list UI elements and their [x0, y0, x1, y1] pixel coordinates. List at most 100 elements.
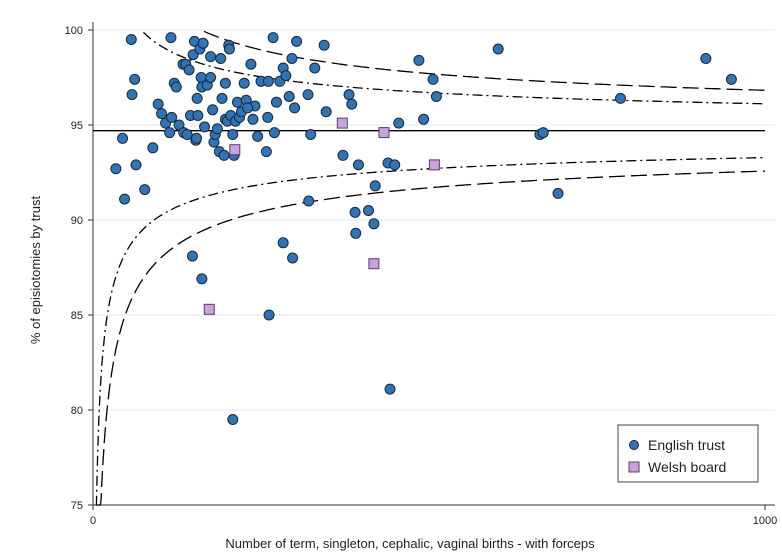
english-trust-point-108 — [287, 252, 299, 264]
welsh-board-point-2 — [336, 117, 348, 129]
english-trust-point-2 — [129, 73, 141, 85]
english-trust-point-94 — [427, 73, 439, 85]
welsh-board-point-4 — [378, 127, 390, 139]
y-tick-label-90: 90 — [71, 215, 83, 227]
english-trust-point-58 — [245, 58, 257, 70]
x-tick-label-1000: 1000 — [753, 515, 777, 527]
y-tick-label-85: 85 — [71, 310, 83, 322]
y-tick-label-75: 75 — [71, 500, 83, 512]
x-tick-label-0: 0 — [90, 515, 96, 527]
english-trust-point-3 — [130, 159, 142, 171]
english-trust-point-111 — [262, 111, 274, 123]
english-trust-point-107 — [277, 237, 289, 249]
english-trust-point-56 — [238, 77, 250, 89]
english-trust-point-10 — [156, 108, 168, 120]
english-trust-point-63 — [260, 146, 272, 158]
upper-limit-2sd — [142, 31, 766, 105]
english-trust-point-42 — [215, 53, 227, 64]
english-trust-point-12 — [164, 127, 176, 139]
english-trust-point-85 — [352, 159, 364, 171]
english-trust-point-36 — [205, 72, 217, 83]
english-trust-point-78 — [318, 39, 330, 51]
english-trust-point-77 — [309, 62, 321, 74]
english-trust-point-91 — [393, 117, 405, 129]
legend-english-label: English trust — [648, 437, 725, 453]
legend-welsh-marker — [628, 461, 640, 473]
y-tick-label-80: 80 — [71, 405, 83, 417]
english-trust-point-82 — [346, 98, 358, 110]
lower-limit-3sd — [96, 170, 766, 506]
welsh-board-point-0 — [203, 303, 215, 315]
english-trust-point-103 — [186, 250, 198, 262]
english-trust-point-83 — [349, 206, 361, 218]
upper-limit-3sd — [203, 30, 766, 91]
welsh-board-point-3 — [368, 258, 380, 270]
english-trust-point-4 — [117, 132, 129, 144]
lower-limit-2sd — [95, 156, 766, 506]
english-trust-point-43 — [216, 92, 228, 104]
english-trust-point-106 — [263, 309, 275, 321]
english-trust-point-99 — [552, 187, 564, 199]
english-trust-point-8 — [147, 142, 159, 154]
english-trust-point-40 — [211, 123, 223, 135]
english-trust-point-81 — [343, 89, 355, 101]
english-trust-point-72 — [286, 53, 298, 64]
english-trust-point-92 — [413, 54, 425, 66]
english-trust-point-35 — [205, 51, 217, 63]
y-axis-title: % of episiotomies by trust — [28, 196, 43, 345]
english-trust-point-16 — [170, 81, 182, 93]
english-trust-point-7 — [139, 184, 151, 196]
english-trust-point-86 — [363, 205, 375, 216]
english-trust-point-64 — [262, 75, 274, 87]
y-tick-label-100: 100 — [65, 25, 83, 37]
legend-welsh-label: Welsh board — [648, 459, 726, 475]
english-trust-point-84 — [350, 227, 362, 239]
legend: English trust Welsh board — [617, 424, 759, 483]
english-trust-point-14 — [165, 32, 177, 44]
english-trust-point-101 — [700, 53, 712, 64]
english-trust-point-75 — [302, 89, 314, 101]
english-trust-point-88 — [369, 180, 381, 192]
english-trust-point-87 — [368, 218, 380, 230]
english-trust-point-28 — [192, 110, 204, 121]
english-trust-point-21 — [181, 129, 193, 140]
english-trust-point-70 — [280, 70, 292, 82]
english-trust-point-1 — [126, 89, 138, 101]
english-trust-point-100 — [615, 92, 627, 104]
y-tick-label-95: 95 — [71, 120, 83, 132]
english-trust-point-95 — [430, 91, 442, 102]
english-trust-point-93 — [418, 113, 430, 125]
english-trust-point-109 — [303, 195, 315, 207]
english-trust-point-105 — [227, 414, 239, 425]
english-trust-point-44 — [218, 149, 230, 161]
english-trust-point-74 — [291, 35, 303, 47]
english-trust-point-50 — [227, 129, 239, 140]
welsh-board-point-5 — [428, 159, 440, 171]
data-points — [110, 32, 737, 425]
welsh-board-point-1 — [229, 144, 241, 156]
english-trust-point-6 — [119, 193, 131, 205]
english-trust-point-13 — [166, 111, 178, 123]
english-trust-point-96 — [492, 43, 504, 55]
english-trust-point-27 — [191, 92, 203, 104]
english-trust-point-110 — [384, 383, 396, 395]
english-trust-point-26 — [190, 132, 202, 144]
english-trust-point-114 — [183, 64, 195, 76]
english-trust-point-32 — [197, 37, 209, 49]
english-trust-point-0 — [125, 34, 137, 45]
english-trust-point-71 — [283, 91, 295, 102]
english-trust-point-48 — [223, 43, 235, 55]
english-trust-point-90 — [389, 159, 401, 171]
english-trust-point-112 — [242, 102, 254, 114]
english-trust-point-9 — [152, 98, 164, 110]
english-trust-point-104 — [196, 273, 208, 285]
english-trust-point-33 — [199, 121, 211, 133]
english-trust-point-79 — [320, 106, 332, 118]
legend-box — [617, 424, 759, 483]
english-trust-point-37 — [207, 104, 219, 116]
english-trust-point-80 — [337, 149, 349, 161]
english-trust-point-113 — [219, 77, 231, 89]
